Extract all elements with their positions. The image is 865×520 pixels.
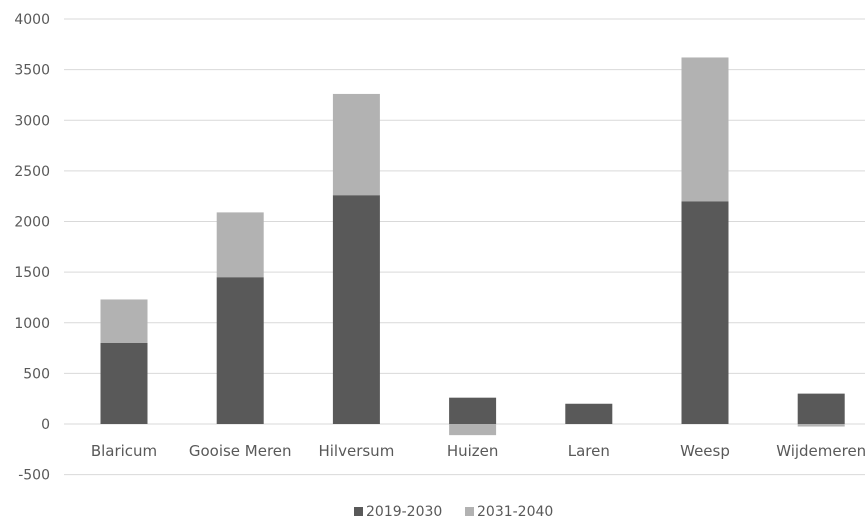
- bar-series2: [797, 424, 845, 427]
- y-tick-label: 1000: [14, 316, 50, 332]
- bar-series1: [681, 201, 729, 424]
- x-axis: Blaricum Gooise Meren Hilversum Huizen Laren…: [91, 442, 865, 460]
- y-tick-label: 1500: [14, 265, 50, 281]
- bars: [100, 57, 845, 436]
- bar-series1: [332, 195, 380, 424]
- legend-swatch: [465, 507, 474, 516]
- y-tick-label: 4000: [14, 12, 50, 28]
- y-tick-label: 0: [41, 417, 50, 433]
- y-tick-label: -500: [18, 468, 50, 484]
- bar-series2: [100, 299, 148, 343]
- bar-series1: [797, 393, 845, 424]
- bar-series1: [565, 403, 613, 424]
- y-tick-label: 500: [23, 366, 50, 382]
- y-tick-label: 2500: [14, 164, 50, 180]
- legend-label: 2031-2040: [477, 504, 553, 520]
- bar-series1: [449, 397, 497, 424]
- gridlines: [64, 18, 865, 476]
- x-category-label: Wijdemeren: [776, 442, 865, 460]
- y-tick-label: 3000: [14, 113, 50, 129]
- bar-series2: [449, 424, 497, 436]
- y-tick-label: 2000: [14, 215, 50, 231]
- bar-series1: [216, 277, 264, 424]
- x-category-label: Huizen: [447, 442, 499, 460]
- bar-series1: [100, 343, 148, 424]
- x-category-label: Hilversum: [318, 442, 394, 460]
- y-tick-label: 3500: [14, 63, 50, 79]
- x-category-label: Gooise Meren: [189, 442, 292, 460]
- x-category-label: Blaricum: [91, 442, 157, 460]
- bar-series2: [216, 212, 264, 278]
- y-axis: -500 0 500 1000 1500 2000 2500 3000 3500 4000: [14, 12, 50, 484]
- legend: 2019-2030 2031-2040: [354, 504, 553, 520]
- bar-series2: [681, 57, 729, 202]
- legend-swatch: [354, 507, 363, 516]
- x-category-label: Laren: [568, 442, 610, 460]
- legend-label: 2019-2030: [366, 504, 442, 520]
- x-category-label: Weesp: [680, 442, 730, 460]
- bar-series2: [332, 93, 380, 196]
